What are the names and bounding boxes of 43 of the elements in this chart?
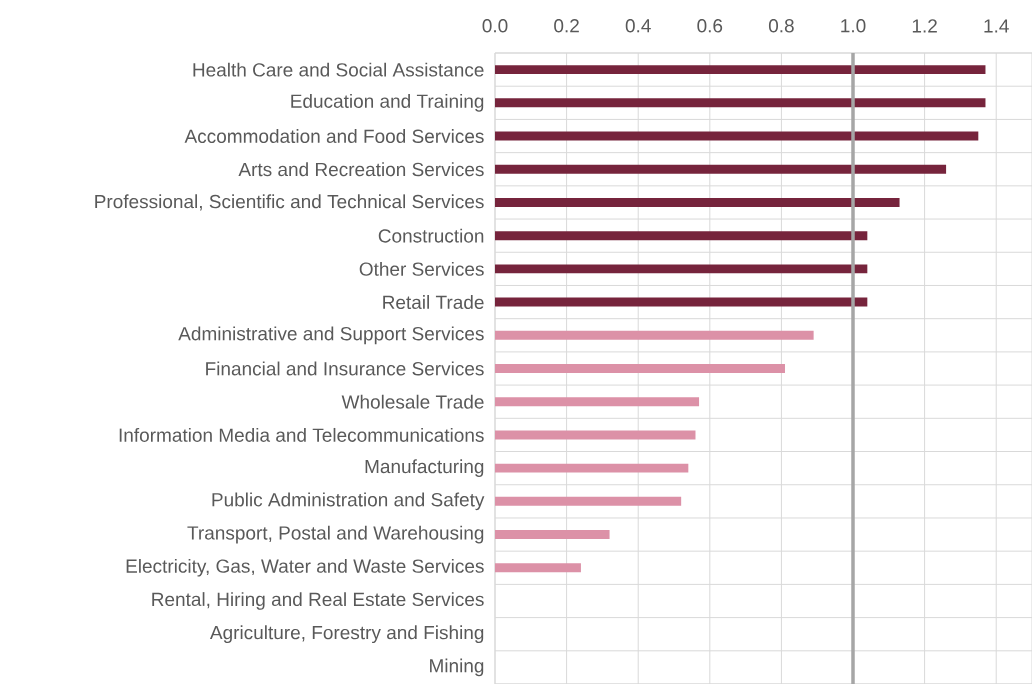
- x-tick-label: 0.2: [554, 19, 579, 33]
- bar: [495, 530, 610, 540]
- bar: [495, 231, 868, 241]
- y-tick-label: Financial and Insurance Services: [206, 361, 484, 376]
- bar: [495, 463, 689, 473]
- bar: [495, 98, 986, 108]
- y-tick-label: Electricity, Gas, Water and Waste Services: [126, 558, 484, 577]
- x-tick-label: 0.4: [625, 19, 651, 33]
- bar: [495, 330, 814, 340]
- bar: [495, 563, 581, 573]
- bar: [495, 364, 785, 373]
- y-tick-label: Accommodation and Food Services: [184, 129, 484, 144]
- bar: [495, 496, 682, 506]
- y-tick-label: Wholesale Trade: [341, 394, 484, 409]
- bar: [495, 164, 947, 174]
- y-tick-label: Rental, Hiring and Real Estate Services: [152, 592, 484, 610]
- y-tick-label: Agriculture, Forestry and Fishing: [209, 625, 484, 644]
- x-tick-label: 0.8: [768, 19, 794, 33]
- y-tick-label: Professional, Scientific and Technical Services: [95, 194, 484, 211]
- y-tick-label: Manufacturing: [365, 459, 484, 477]
- y-tick-label: Information Media and Telecommunications: [119, 427, 484, 442]
- x-tick-label: 1.4: [984, 19, 1009, 33]
- y-tick-label: Arts and Recreation Services: [238, 162, 484, 177]
- y-tick-label: Education and Training: [291, 93, 484, 112]
- bar: [495, 397, 700, 407]
- x-tick-label: 0.0: [482, 19, 508, 33]
- bar: [495, 131, 979, 141]
- x-tick-label: 0.6: [697, 19, 723, 33]
- x-tick-label: 1.0: [841, 19, 866, 33]
- bar: [495, 430, 696, 440]
- y-tick-label: Administrative and Support Services: [178, 326, 484, 345]
- y-tick-label: Health Care and Social Assistance: [193, 62, 484, 77]
- y-tick-label: Construction: [378, 228, 484, 243]
- y-tick-label: Public Administration and Safety: [212, 492, 485, 511]
- bar: [495, 65, 986, 75]
- y-tick-label: Transport, Postal and Warehousing: [187, 525, 484, 544]
- y-tick-label: Other Services: [359, 261, 484, 276]
- y-tick-label: Retail Trade: [383, 295, 484, 310]
- bar: [495, 297, 868, 307]
- bar: [495, 264, 868, 274]
- bar: [495, 197, 900, 207]
- y-tick-label: Mining: [430, 658, 484, 677]
- x-tick-label: 1.2: [912, 19, 937, 33]
